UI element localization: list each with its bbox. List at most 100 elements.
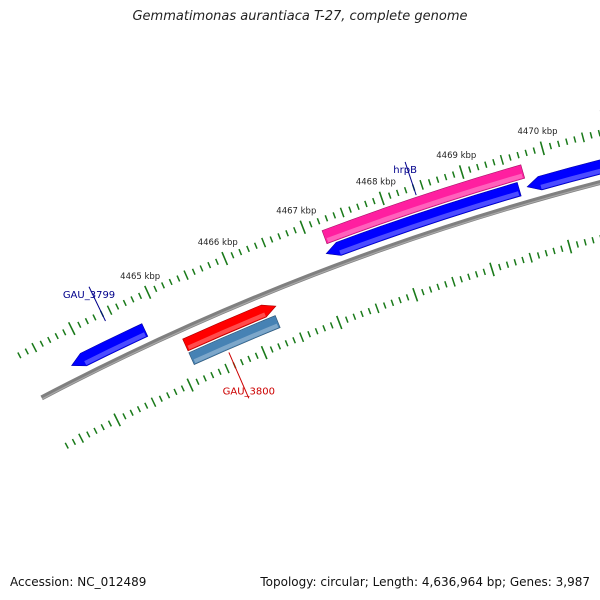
tick-mark: [548, 142, 553, 150]
tick-mark: [183, 270, 189, 281]
tick-mark: [367, 307, 372, 315]
genome-summary-text: Topology: circular; Length: 4,636,964 bp…: [260, 575, 590, 589]
tick-mark: [299, 220, 307, 235]
backbone-line: [40, 180, 600, 401]
tick-mark: [254, 352, 259, 359]
tick-mark: [202, 375, 207, 382]
tick-mark: [459, 275, 463, 283]
tick-mark: [505, 261, 510, 268]
tick-mark: [513, 259, 517, 266]
tick-mark: [173, 388, 178, 396]
tick-mark: [382, 302, 387, 309]
tick-mark: [207, 261, 212, 269]
tick-mark: [217, 368, 222, 376]
feature-reverse-cds[interactable]: [526, 127, 600, 191]
map-title: Gemmatimonas aurantiaca T-27, complete g…: [132, 9, 468, 24]
tick-mark: [508, 154, 512, 161]
tick-mark: [153, 285, 158, 293]
tick-mark: [436, 283, 440, 291]
tick-mark: [352, 313, 357, 320]
tick-mark: [499, 154, 505, 165]
tick-mark: [329, 322, 334, 329]
tick-mark: [364, 200, 368, 208]
tick-mark: [344, 316, 349, 323]
tick-mark: [428, 286, 433, 293]
tick-mark: [39, 340, 44, 347]
tick-mark: [378, 191, 385, 206]
feature-labels[interactable]: GAU_3800GAU_3803GAU_3804GAU_3805GAU_3799…: [63, 111, 600, 398]
tick-mark: [565, 138, 569, 145]
tick-mark: [421, 288, 425, 296]
tick-mark: [122, 413, 127, 420]
tick-mark: [532, 147, 536, 154]
tick-mark: [144, 402, 149, 409]
tick-mark: [260, 345, 268, 360]
tick-mark: [405, 294, 410, 301]
tick-mark: [521, 256, 525, 264]
tick-mark: [180, 385, 185, 392]
feature-track[interactable]: [71, 118, 600, 367]
tick-mark: [299, 332, 305, 343]
tick-mark: [387, 192, 392, 199]
tick-mark: [484, 161, 488, 168]
tick-mark: [403, 186, 408, 194]
tick-mark: [100, 423, 105, 431]
tick-mark: [560, 245, 564, 253]
feature-rna[interactable]: [321, 164, 526, 245]
tick-mark: [269, 346, 274, 353]
tick-mark: [575, 241, 579, 248]
tick-mark: [150, 397, 157, 408]
tick-mark: [115, 303, 120, 310]
tick-mark: [84, 317, 89, 325]
tick-mark: [136, 406, 142, 413]
tick-mark: [191, 268, 196, 276]
feature-reverse-cds[interactable]: [325, 182, 522, 256]
feature-label[interactable]: hrpB: [393, 165, 417, 176]
tick-mark: [238, 248, 243, 256]
tick-mark: [78, 433, 85, 443]
tick-mark: [129, 409, 134, 416]
label-leader: [404, 161, 417, 196]
tick-mark: [64, 442, 69, 449]
tick-mark: [374, 303, 380, 314]
tick-mark: [435, 176, 440, 183]
tick-mark: [390, 299, 395, 307]
feature-forward-cds[interactable]: [182, 304, 277, 352]
feature-reverse-cds[interactable]: [71, 323, 149, 367]
tick-mark: [458, 165, 465, 179]
tick-mark: [77, 321, 82, 329]
tick-mark: [524, 149, 528, 157]
tick-mark: [230, 252, 235, 259]
tick-mark: [54, 332, 59, 340]
tick-mark: [307, 330, 311, 338]
tick-mark: [130, 296, 135, 303]
ruler-label: 4465 kbp: [120, 272, 160, 282]
tick-mark: [92, 314, 97, 321]
label-leader: [88, 286, 106, 322]
tick-mark: [536, 252, 541, 259]
tick-mark: [336, 315, 343, 330]
tick-mark: [356, 203, 360, 211]
tick-mark: [224, 363, 230, 374]
tick-mark: [113, 413, 121, 427]
ruler-label: 4469 kbp: [436, 151, 476, 161]
genome-backbone: [40, 180, 600, 401]
feature-label[interactable]: GAU_3799: [63, 290, 115, 301]
tick-mark: [412, 287, 419, 302]
tick-mark: [427, 179, 432, 186]
tick-mark: [444, 281, 448, 288]
tick-mark: [86, 431, 91, 438]
accession-text: Accession: NC_012489: [10, 575, 147, 589]
feature-label[interactable]: GAU_3800: [223, 386, 275, 397]
feature-pseudo[interactable]: [188, 315, 281, 365]
tick-mark: [277, 233, 282, 240]
tick-mark: [492, 158, 496, 166]
tick-mark: [451, 276, 456, 287]
tick-mark: [107, 420, 113, 427]
tick-mark: [168, 278, 173, 286]
tick-mark: [186, 378, 194, 392]
tick-mark: [573, 136, 577, 143]
tick-mark: [451, 171, 456, 178]
tick-mark: [591, 236, 595, 244]
